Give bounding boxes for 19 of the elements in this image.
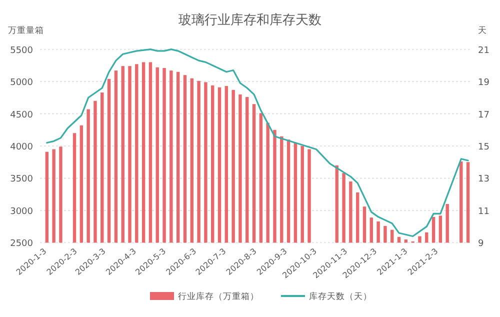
y-axis-title: 万重量箱 [8, 25, 44, 36]
legend-label: 库存天数（天） [309, 291, 372, 302]
y2-tick-label: 21 [478, 46, 490, 56]
y2-tick-label: 13 [478, 174, 490, 185]
y2-tick-label: 17 [478, 110, 490, 120]
y-tick-label: 3500 [10, 174, 34, 185]
y2-tick-label: 9 [478, 239, 484, 250]
y2-tick-label: 15 [478, 142, 490, 152]
legend-label: 行业库存（万重箱） [178, 291, 259, 302]
y2-tick-label: 19 [478, 78, 490, 88]
y-tick-label: 5000 [10, 78, 34, 88]
y-tick-label: 5500 [10, 46, 34, 56]
y-tick-label: 4500 [10, 110, 34, 120]
y2-tick-label: 11 [478, 206, 490, 217]
chart-title: 玻璃行业库存和库存天数 [178, 13, 322, 28]
y2-axis-title: 天 [478, 25, 487, 36]
y-tick-label: 2500 [10, 239, 34, 250]
y-tick-label: 4000 [10, 142, 34, 152]
y-tick-label: 3000 [10, 206, 34, 217]
